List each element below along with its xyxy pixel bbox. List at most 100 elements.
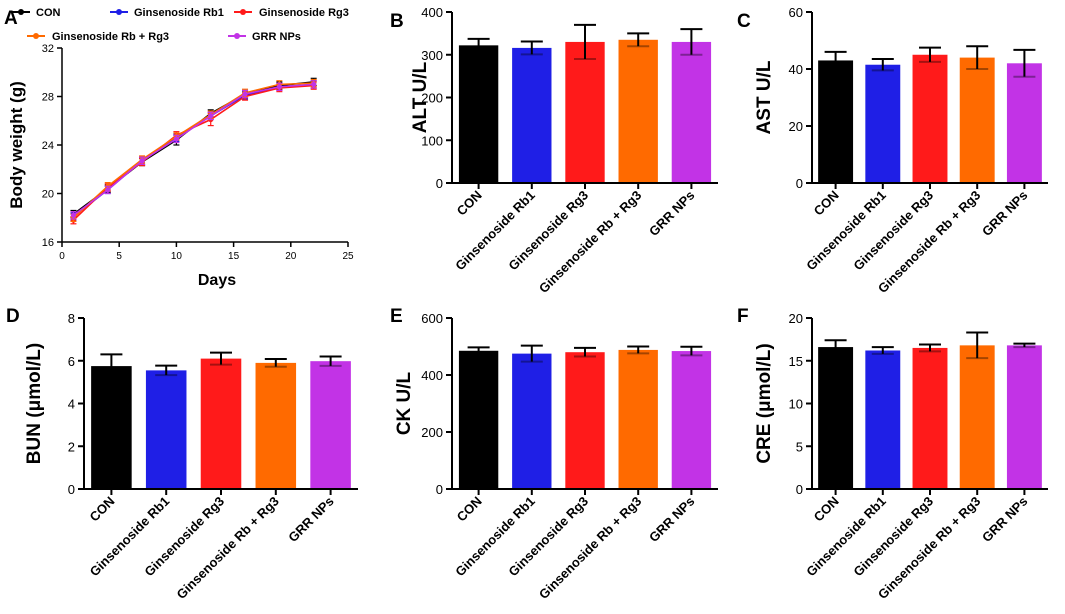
panel-letter: F — [737, 306, 749, 327]
y-tick-label: 40 — [789, 62, 803, 77]
bar — [145, 370, 187, 489]
x-tick-label: Ginsenoside Rb + Rg3 — [536, 188, 644, 296]
series-line — [72, 82, 314, 219]
bar — [458, 45, 499, 183]
x-tick-label: 15 — [228, 251, 240, 262]
x-tick-label: Ginsenoside Rg3 — [850, 494, 936, 580]
y-tick-label: 16 — [42, 237, 54, 249]
y-tick-label: 10 — [789, 397, 803, 412]
y-tick-label: 0 — [68, 482, 75, 497]
legend-marker — [116, 9, 122, 15]
y-tick-label: 20 — [789, 119, 803, 134]
bar — [565, 352, 605, 489]
y-axis-title: Body weight (g) — [7, 81, 26, 208]
legend-marker — [18, 9, 24, 15]
bar — [818, 347, 854, 489]
legend-label: GRR NPs — [252, 31, 301, 43]
y-tick-label: 400 — [421, 5, 443, 20]
bar — [1006, 345, 1042, 489]
y-tick-label: 60 — [789, 5, 803, 20]
x-tick-label: Ginsenoside Rg3 — [850, 188, 936, 274]
x-tick-label: Ginsenoside Rb + Rg3 — [173, 494, 281, 602]
panel-letter: E — [390, 306, 403, 327]
x-tick-label: Ginsenoside Rb1 — [803, 188, 889, 274]
y-tick-label: 0 — [436, 176, 443, 191]
bar — [618, 39, 658, 183]
y-tick-label: 24 — [42, 140, 54, 152]
bar — [200, 358, 242, 489]
x-tick-label: CON — [454, 188, 485, 219]
data-point — [105, 187, 111, 193]
x-axis-title: Days — [198, 272, 236, 289]
series-line — [72, 83, 314, 218]
bar — [818, 60, 854, 184]
legend-marker — [234, 33, 240, 39]
x-tick-label: CON — [86, 494, 117, 525]
y-tick-label: 2 — [68, 439, 75, 454]
legend-marker — [33, 33, 39, 39]
data-point — [208, 113, 214, 119]
series-line — [72, 83, 314, 216]
y-tick-label: 4 — [68, 397, 75, 412]
y-axis-title: ALT U/L — [410, 61, 431, 133]
series-line — [72, 84, 314, 221]
x-tick-label: 25 — [342, 251, 354, 262]
x-tick-label: 5 — [116, 251, 122, 262]
legend-marker — [240, 9, 246, 15]
y-tick-label: 20 — [789, 311, 803, 326]
y-tick-label: 200 — [421, 425, 443, 440]
y-tick-label: 400 — [421, 368, 443, 383]
legend-label: Ginsenoside Rb + Rg3 — [52, 31, 169, 43]
bar — [512, 47, 552, 183]
y-tick-label: 6 — [68, 354, 75, 369]
x-tick-label: 20 — [285, 251, 297, 262]
bar — [565, 41, 605, 183]
bar — [865, 64, 901, 183]
y-axis-title: BUN (μmol/L) — [24, 343, 45, 464]
panel-letter: D — [6, 306, 20, 327]
y-tick-label: 300 — [421, 48, 443, 63]
bar — [512, 353, 552, 489]
y-tick-label: 8 — [68, 311, 75, 326]
x-tick-label: Ginsenoside Rb1 — [803, 494, 889, 580]
panel-letter: A — [4, 8, 18, 29]
y-tick-label: 600 — [421, 311, 443, 326]
x-tick-label: CON — [454, 494, 485, 525]
data-point — [276, 84, 282, 90]
legend-label: CON — [36, 7, 61, 19]
x-tick-label: GRR NPs — [285, 494, 336, 545]
bar — [959, 57, 995, 183]
bar — [671, 351, 712, 489]
bar — [310, 361, 351, 489]
x-tick-label: CON — [811, 188, 842, 219]
y-tick-label: 100 — [421, 133, 443, 148]
series-line — [72, 81, 314, 215]
bar — [91, 366, 132, 489]
bar — [1006, 63, 1042, 183]
y-axis-title: AST U/L — [754, 60, 775, 134]
y-tick-label: 32 — [42, 43, 54, 55]
x-tick-label: GRR NPs — [979, 494, 1030, 545]
legend-label: Ginsenoside Rb1 — [134, 7, 224, 19]
panel-letter: C — [737, 11, 751, 32]
x-tick-label: 10 — [171, 251, 183, 262]
bar — [671, 41, 712, 183]
bar — [912, 347, 948, 489]
x-tick-label: Ginsenoside Rb + Rg3 — [536, 494, 644, 602]
legend-label: Ginsenoside Rg3 — [259, 7, 349, 19]
data-point — [173, 136, 179, 142]
y-tick-label: 200 — [421, 91, 443, 106]
x-tick-label: GRR NPs — [979, 188, 1030, 239]
x-tick-label: GRR NPs — [646, 494, 697, 545]
bar — [458, 350, 499, 489]
y-tick-label: 0 — [436, 482, 443, 497]
bar — [255, 362, 297, 489]
panel-a: A CON Ginsenoside Rb1 Ginsenoside Rg3 Ginsen… — [4, 7, 354, 289]
bar — [865, 350, 901, 489]
